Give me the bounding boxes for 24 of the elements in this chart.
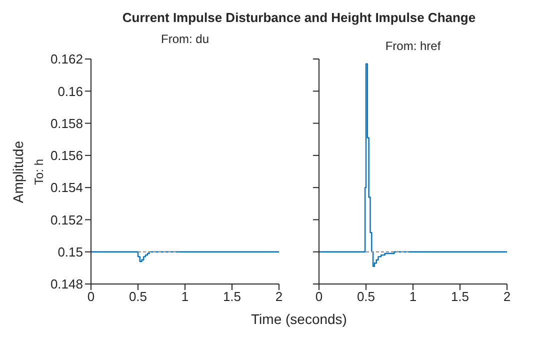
x-tick-label: 0.5	[356, 289, 376, 304]
x-tick-label: 2	[503, 289, 511, 304]
x-tick-label: 0	[87, 289, 95, 304]
x-tick-label: 1.5	[222, 289, 242, 304]
chart-subtitle: From: href	[385, 39, 441, 53]
y-tick-label: 0.15	[58, 244, 83, 260]
y-tick-label: 0.148	[50, 276, 83, 292]
x-tick-label: 1	[409, 289, 417, 304]
x-tick-label: 1.5	[450, 289, 470, 304]
x-tick-label: 2	[275, 289, 283, 304]
x-tick-label: 0.5	[128, 289, 148, 304]
y-tick-label: 0.154	[50, 180, 83, 196]
text: To: h	[32, 158, 46, 186]
y-axis-title: Amplitude	[10, 140, 26, 204]
y-tick-label: 0.156	[50, 148, 83, 164]
chart-subtitle: From: du	[160, 32, 210, 46]
chart-title: Current Impulse Disturbance and Height Impulse Change	[122, 10, 476, 25]
y-tick-label: 0.158	[50, 116, 83, 131]
y-tick-label: 0.162	[50, 52, 83, 67]
x-tick-label: 1	[181, 289, 189, 304]
x-axis-title: Time (seconds)	[251, 311, 347, 327]
x-tick-label: 0	[315, 289, 323, 304]
y-tick-label: 0.16	[58, 84, 83, 99]
y-tick-label: 0.152	[50, 212, 83, 228]
